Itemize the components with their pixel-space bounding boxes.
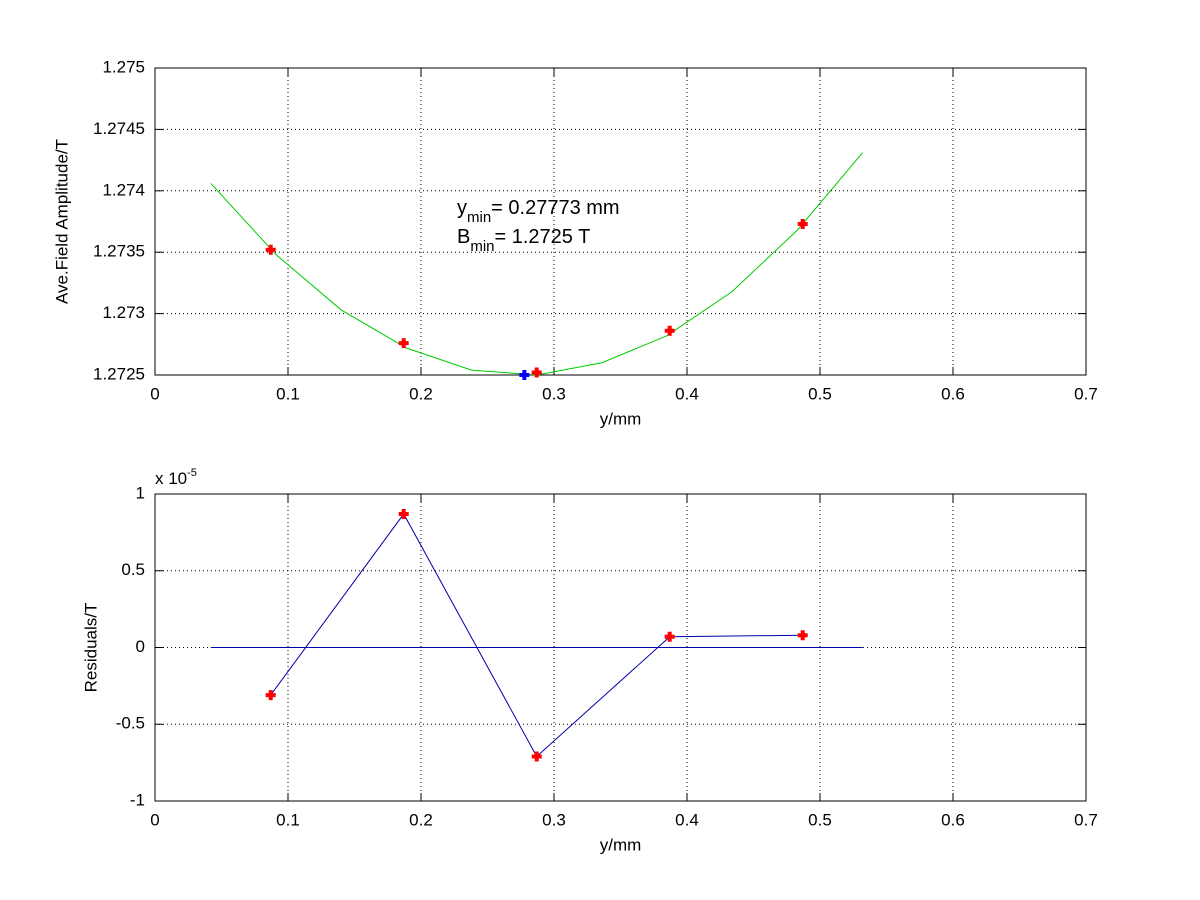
data-point [664, 325, 675, 336]
y-tick-label: 1 [136, 483, 145, 502]
x-tick-label: 0.3 [542, 810, 566, 829]
x-tick-label: 0.4 [675, 810, 699, 829]
y-tick-label: 1.2725 [93, 364, 145, 383]
plot-area [155, 68, 1086, 375]
x-tick-label: 0 [150, 384, 159, 403]
y-tick-label: 1.2745 [93, 119, 145, 138]
x-tick-label: 0.2 [409, 384, 433, 403]
annotation-base: B [457, 226, 470, 248]
x-tick-label: 0.2 [409, 810, 433, 829]
axes-frame [154, 67, 1087, 376]
exponent-base: x 10 [155, 469, 187, 488]
x-tick-label: 0.6 [941, 384, 965, 403]
x-axis-label: y/mm [600, 835, 642, 854]
y-tick-label: 1.273 [102, 303, 145, 322]
x-tick-label: 0.6 [941, 810, 965, 829]
data-point [519, 370, 530, 380]
y-tick-label: 0.5 [121, 560, 145, 579]
data-point [398, 338, 409, 349]
x-tick-label: 0 [150, 810, 159, 829]
x-tick-label: 0.7 [1074, 810, 1098, 829]
data-point [265, 690, 276, 701]
x-tick-label: 0.1 [276, 810, 300, 829]
x-tick-label: 0.4 [675, 384, 699, 403]
y-tick-label: 1.274 [102, 180, 145, 199]
y-tick-label: 0 [136, 637, 145, 656]
y-axis-label: Residuals/T [81, 603, 100, 693]
annotation: ymin= 0.27773 mm [457, 197, 620, 226]
annotation-subscript: min [470, 238, 494, 255]
y-tick-label: -0.5 [116, 714, 145, 733]
data-point [797, 630, 808, 641]
y-tick-label: 1.275 [102, 57, 145, 76]
data-point [664, 631, 675, 642]
annotation-text: = 0.27773 mm [491, 197, 619, 219]
exponent-sup: -5 [187, 467, 197, 479]
y-axis-label: Ave.Field Amplitude/T [52, 139, 71, 304]
x-axis-label: y/mm [600, 409, 642, 428]
data-point [398, 508, 409, 519]
x-tick-label: 0.7 [1074, 384, 1098, 403]
y-tick-label: 1.2735 [93, 242, 145, 261]
x-tick-label: 0.3 [542, 384, 566, 403]
data-point [797, 218, 808, 229]
x-tick-label: 0.5 [808, 384, 832, 403]
axes-frame [154, 493, 1087, 802]
x-tick-label: 0.1 [276, 384, 300, 403]
annotation: Bmin= 1.2725 T [457, 226, 590, 255]
annotation-text: = 1.2725 T [495, 226, 591, 248]
annotation-subscript: min [467, 209, 491, 226]
data-point [531, 751, 542, 762]
x-tick-label: 0.5 [808, 810, 832, 829]
y-tick-label: -1 [130, 790, 145, 809]
axis-exponent: x 10-5 [155, 467, 197, 489]
annotation-base: y [457, 197, 467, 219]
data-point [265, 244, 276, 255]
data-point [531, 367, 542, 378]
